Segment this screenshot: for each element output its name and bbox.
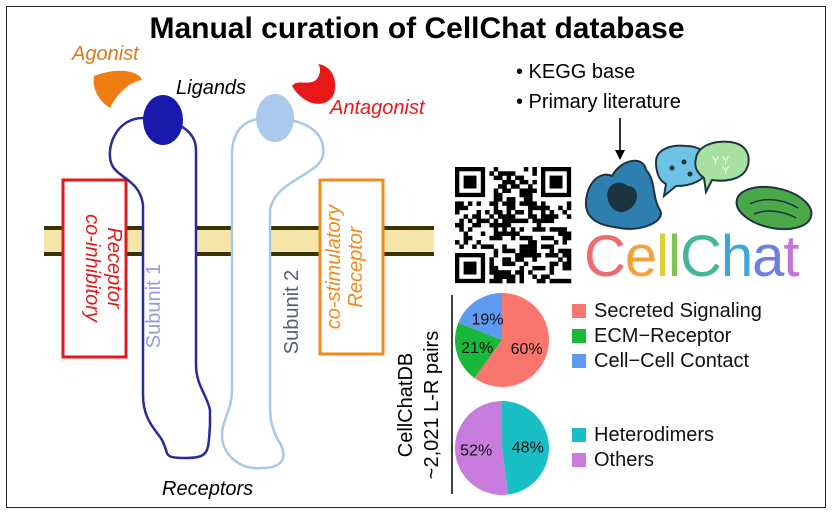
cellchat-logo-text: CellChat bbox=[584, 224, 799, 289]
logo-letter: t bbox=[783, 224, 799, 289]
ligands-label: Ligands bbox=[176, 77, 246, 99]
legend-label: Secreted Signaling bbox=[594, 300, 762, 322]
pie-value-label: 60% bbox=[511, 341, 543, 358]
pie-value-label: 21% bbox=[461, 340, 493, 357]
agonist-shape bbox=[93, 70, 142, 108]
antagonist-label: Antagonist bbox=[329, 97, 426, 119]
legend-label: Others bbox=[594, 449, 654, 471]
legend-label: Heterodimers bbox=[594, 424, 714, 446]
co-inhibitory-receptor-box: co-inhibitory Receptor bbox=[61, 178, 128, 359]
pie-value-label: 52% bbox=[460, 443, 492, 460]
subunit1-label: Subunit 1 bbox=[143, 264, 165, 349]
pie-slice bbox=[502, 401, 550, 495]
db-label-line1: CellChatDB bbox=[395, 353, 417, 457]
logo-letter: h bbox=[721, 224, 752, 289]
pie-slice bbox=[455, 401, 508, 495]
ligand-light-blue bbox=[256, 94, 294, 142]
pie-slice bbox=[458, 293, 502, 340]
subunit1-receptor-outline bbox=[108, 116, 212, 460]
figure-title: Manual curation of CellChat database bbox=[149, 12, 684, 45]
pie-value-label: 48% bbox=[512, 439, 544, 456]
co-inhibitory-label: co-inhibitory bbox=[81, 214, 103, 323]
legend-swatch bbox=[572, 304, 586, 318]
pie-slice bbox=[455, 322, 502, 379]
qr-code bbox=[455, 167, 572, 284]
subunit2-label: Subunit 2 bbox=[281, 270, 303, 355]
pie-value-label: 19% bbox=[471, 312, 503, 329]
legend-swatch bbox=[572, 329, 586, 343]
legend-swatch bbox=[572, 428, 586, 442]
logo-letter: e bbox=[625, 224, 656, 289]
svg-text:Y Y: Y Y bbox=[712, 155, 730, 167]
legend-label: ECM−Receptor bbox=[594, 325, 732, 347]
legend-swatch bbox=[572, 354, 586, 368]
pie-slice bbox=[474, 293, 549, 387]
logo-letter: l bbox=[656, 224, 668, 289]
svg-text:Y: Y bbox=[722, 165, 730, 177]
source-literature: • Primary literature bbox=[516, 91, 681, 113]
receptors-label: Receptors bbox=[162, 478, 253, 500]
co-inhibitory-receptor-label: Receptor bbox=[103, 227, 125, 309]
co-stimulatory-label: co-stimulatory bbox=[323, 204, 345, 329]
logo-letter: a bbox=[752, 224, 785, 289]
logo-letter: C bbox=[680, 224, 721, 289]
co-stimulatory-receptor-box: co-stimulatory Receptor bbox=[318, 178, 385, 356]
cellchat-logo-word: CellChat bbox=[584, 224, 799, 289]
subunit2-receptor-outline bbox=[220, 116, 325, 470]
legend-label: Cell−Cell Contact bbox=[594, 350, 750, 372]
ligand-dark-blue bbox=[143, 95, 183, 145]
agonist-label: Agonist bbox=[71, 43, 140, 65]
charts-area: 60% 21% 19% Secreted Signaling ECM−Receptor C… bbox=[455, 293, 762, 495]
cells-illustration: Y Y Y bbox=[584, 140, 813, 231]
figure-border bbox=[6, 6, 826, 508]
down-arrow bbox=[615, 118, 625, 160]
legend-swatch bbox=[572, 453, 586, 467]
logo-letter: C bbox=[584, 224, 625, 289]
speech-bubble-2 bbox=[694, 140, 750, 196]
cell-green bbox=[735, 185, 813, 231]
db-label-line2: ~2,021 L-R pairs bbox=[421, 331, 443, 479]
antagonist-shape bbox=[292, 64, 336, 104]
source-kegg: • KEGG base bbox=[516, 61, 635, 83]
co-stimulatory-receptor-label: Receptor bbox=[345, 225, 367, 307]
logo-letter: l bbox=[668, 224, 680, 289]
